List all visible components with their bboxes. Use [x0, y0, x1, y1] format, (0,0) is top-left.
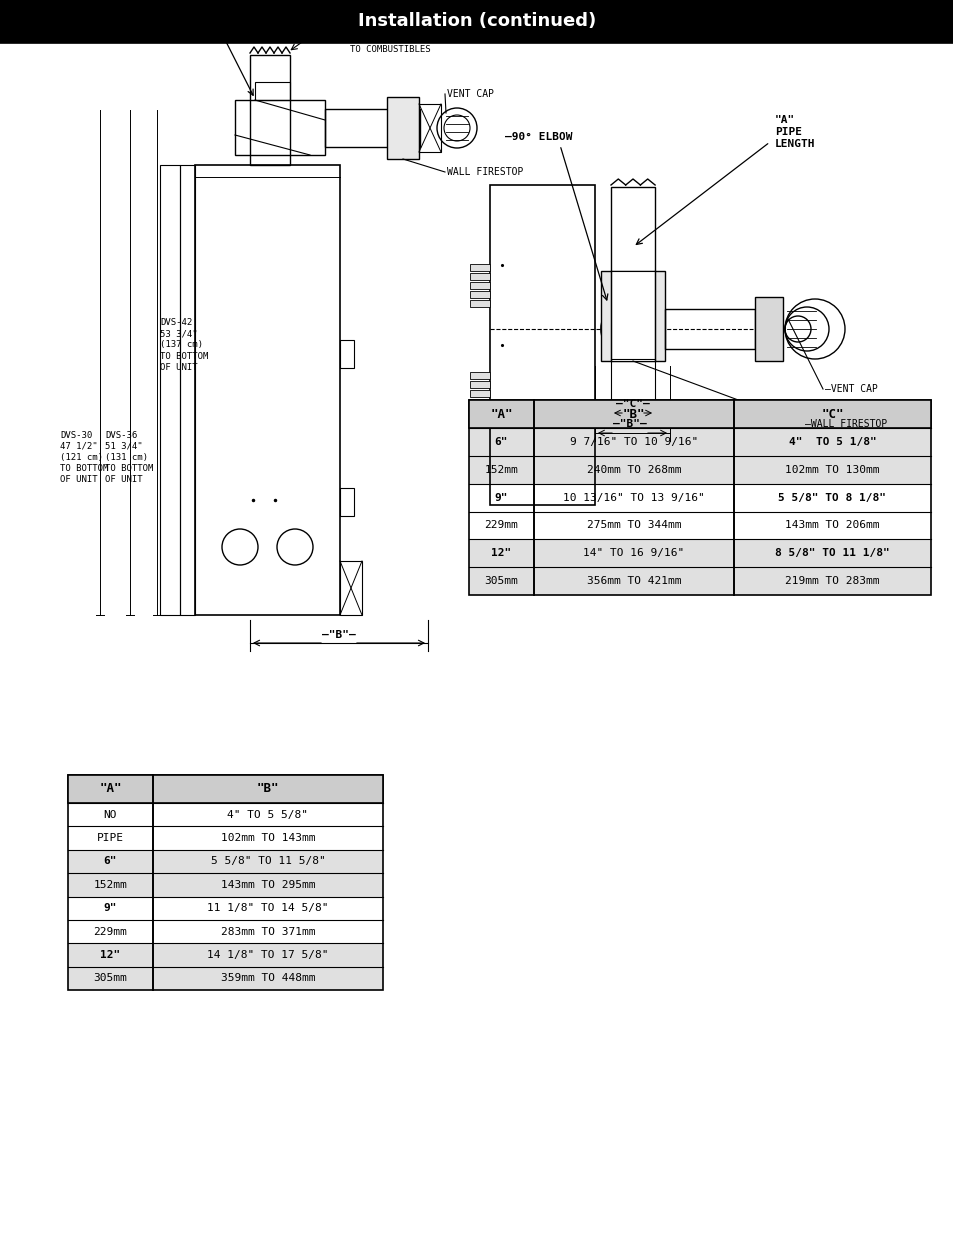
Text: "B": "B": [622, 408, 644, 420]
Text: –"C"–: –"C"–: [616, 399, 649, 409]
Text: —VENT CAP: —VENT CAP: [824, 384, 877, 394]
Bar: [470, 373, 490, 379]
Bar: [490, 185, 595, 505]
Text: "A": "A": [99, 783, 122, 795]
Text: 275mm TO 344mm: 275mm TO 344mm: [586, 520, 680, 530]
Text: MINIMUM CLEARANCE: MINIMUM CLEARANCE: [350, 36, 441, 44]
Text: TO COMBUSTIBLES: TO COMBUSTIBLES: [350, 46, 430, 54]
Text: 11 1/8" TO 14 5/8": 11 1/8" TO 14 5/8": [207, 903, 329, 913]
Text: 359mm TO 448mm: 359mm TO 448mm: [220, 973, 314, 983]
Text: —90° ELBOW: —90° ELBOW: [504, 132, 572, 142]
Text: –"B"–: –"B"–: [322, 630, 355, 640]
Text: 229mm: 229mm: [93, 926, 128, 936]
Text: PIPE: PIPE: [97, 834, 124, 844]
Bar: [470, 263, 490, 270]
Bar: [470, 282, 490, 289]
Text: DVS-30
47 1/2"
(121 cm)
TO BOTTOM
OF UNIT: DVS-30 47 1/2" (121 cm) TO BOTTOM OF UNI…: [60, 431, 109, 484]
Text: 3" (76mm): 3" (76mm): [350, 26, 398, 35]
Text: 5 5/8" TO 11 5/8": 5 5/8" TO 11 5/8": [211, 856, 325, 867]
Bar: [68, 850, 382, 873]
Text: WALL FIRESTOP: WALL FIRESTOP: [447, 167, 523, 177]
Bar: [68, 873, 382, 897]
Text: –"B"–: –"B"–: [613, 419, 646, 429]
Bar: [469, 400, 930, 595]
Text: 283mm TO 371mm: 283mm TO 371mm: [220, 926, 314, 936]
Text: 6": 6": [495, 437, 508, 447]
Bar: [180, 165, 194, 615]
Text: 9": 9": [104, 903, 117, 913]
Bar: [254, 82, 290, 100]
Bar: [68, 776, 382, 803]
Text: Installation (continued): Installation (continued): [357, 12, 596, 31]
Bar: [68, 776, 382, 990]
Bar: [664, 309, 754, 350]
Bar: [68, 967, 382, 990]
Text: 10 13/16" TO 13 9/16": 10 13/16" TO 13 9/16": [562, 493, 704, 503]
Bar: [610, 186, 655, 308]
Bar: [470, 409, 490, 415]
Text: "A": "A": [490, 408, 512, 420]
Bar: [754, 296, 782, 361]
Text: 12": 12": [100, 950, 120, 960]
Bar: [470, 300, 490, 306]
Bar: [470, 290, 490, 298]
Bar: [469, 540, 930, 567]
Text: 102mm TO 143mm: 102mm TO 143mm: [220, 834, 314, 844]
Text: VENT CAP: VENT CAP: [447, 89, 494, 99]
Text: 9 7/16" TO 10 9/16": 9 7/16" TO 10 9/16": [569, 437, 698, 447]
Bar: [339, 340, 354, 368]
Bar: [469, 429, 930, 456]
Text: 102mm TO 130mm: 102mm TO 130mm: [784, 464, 879, 474]
Text: 4"  TO 5 1/8": 4" TO 5 1/8": [788, 437, 876, 447]
Text: 240mm TO 268mm: 240mm TO 268mm: [586, 464, 680, 474]
Text: —WALL FIRESTOP: —WALL FIRESTOP: [804, 419, 886, 429]
Text: 305mm: 305mm: [484, 576, 517, 587]
Text: DVS-42
53 3/4"
(137 cm)
TO BOTTOM
OF UNIT: DVS-42 53 3/4" (137 cm) TO BOTTOM OF UNI…: [160, 319, 208, 372]
Bar: [470, 390, 490, 398]
Bar: [234, 100, 325, 156]
Bar: [469, 567, 930, 595]
Bar: [0, 0, 953, 43]
Text: 229mm: 229mm: [484, 520, 517, 530]
Bar: [387, 98, 418, 159]
Text: DVS-36
51 3/4"
(131 cm)
TO BOTTOM
OF UNIT: DVS-36 51 3/4" (131 cm) TO BOTTOM OF UNI…: [105, 431, 153, 484]
Text: 6": 6": [104, 856, 117, 867]
Bar: [194, 165, 339, 615]
Bar: [470, 382, 490, 388]
Bar: [469, 456, 930, 484]
Text: 305mm: 305mm: [93, 973, 128, 983]
Bar: [339, 561, 361, 615]
Text: 14 1/8" TO 17 5/8": 14 1/8" TO 17 5/8": [207, 950, 329, 960]
Text: "B": "B": [256, 783, 279, 795]
Bar: [610, 270, 655, 361]
Text: 219mm TO 283mm: 219mm TO 283mm: [784, 576, 879, 587]
Text: "A"
PIPE
LENGTH: "A" PIPE LENGTH: [170, 0, 211, 16]
Bar: [339, 488, 354, 516]
Text: 4" TO 5 5/8": 4" TO 5 5/8": [227, 810, 308, 820]
Bar: [418, 104, 440, 152]
Text: 143mm TO 295mm: 143mm TO 295mm: [220, 879, 314, 889]
Bar: [160, 165, 180, 615]
Bar: [470, 399, 490, 406]
Text: 152mm: 152mm: [484, 464, 517, 474]
Text: 143mm TO 206mm: 143mm TO 206mm: [784, 520, 879, 530]
Bar: [600, 270, 664, 361]
Text: 356mm TO 421mm: 356mm TO 421mm: [586, 576, 680, 587]
Text: 12": 12": [491, 548, 511, 558]
Text: 14" TO 16 9/16": 14" TO 16 9/16": [583, 548, 684, 558]
Text: NO: NO: [104, 810, 117, 820]
Bar: [68, 944, 382, 967]
Bar: [470, 273, 490, 279]
Text: "C": "C": [821, 408, 842, 420]
Bar: [610, 359, 655, 411]
Text: 9": 9": [495, 493, 508, 503]
Text: 5 5/8" TO 8 1/8": 5 5/8" TO 8 1/8": [778, 493, 885, 503]
Text: "A"
PIPE
LENGTH: "A" PIPE LENGTH: [774, 115, 815, 148]
Text: 8 5/8" TO 11 1/8": 8 5/8" TO 11 1/8": [774, 548, 889, 558]
Bar: [469, 400, 930, 429]
Bar: [250, 56, 290, 165]
Text: 152mm: 152mm: [93, 879, 128, 889]
Bar: [325, 109, 419, 147]
